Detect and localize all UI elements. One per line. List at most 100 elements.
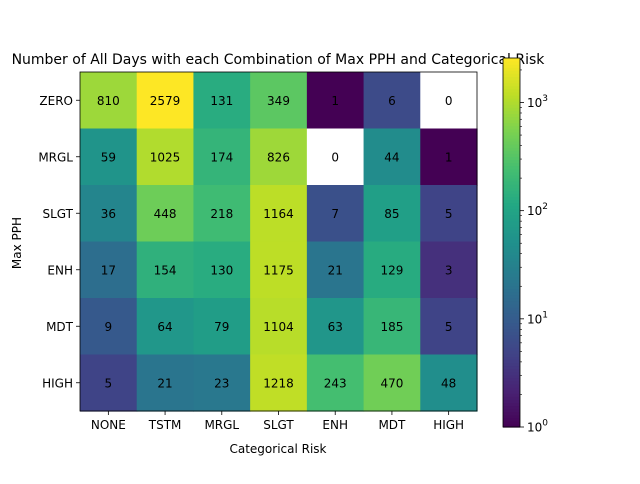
cell-value-label: 349 (267, 94, 290, 108)
x-axis-label: Categorical Risk (229, 442, 326, 456)
colorbar-segment (503, 193, 520, 197)
cell-value-label: 1164 (263, 207, 294, 221)
colorbar-segment (503, 107, 520, 111)
heatmap-cell (306, 354, 365, 412)
heatmap-cell (306, 185, 365, 243)
colorbar-segment (503, 61, 520, 65)
colorbar-segment (503, 236, 520, 241)
heatmap-cell (80, 72, 138, 130)
cell-value-label: 7 (331, 207, 339, 221)
colorbar-segment (503, 390, 520, 394)
cell-value-label: 1218 (263, 376, 294, 390)
colorbar-segment (503, 313, 520, 317)
heatmap-cell (80, 128, 138, 186)
colorbar-segment (503, 153, 520, 157)
colorbar-segment (503, 294, 520, 299)
heatmap-cell (306, 298, 365, 356)
colorbar-segment (503, 380, 520, 385)
cell-value-label: 5 (445, 320, 453, 334)
colorbar-segment (503, 116, 520, 121)
colorbar-tick-label: 101 (527, 310, 548, 326)
cell-value-label: 5 (445, 207, 453, 221)
heatmap-cell (80, 354, 138, 412)
colorbar-segment (503, 91, 520, 96)
heatmap-cell (136, 298, 195, 356)
y-tick-label: HIGH (42, 376, 73, 390)
colorbar-segment (503, 134, 520, 139)
heatmap-cell (193, 354, 251, 412)
cell-value-label: 0 (331, 150, 339, 164)
colorbar-segment (503, 233, 520, 237)
colorbar-segment (503, 362, 520, 367)
cell-value-label: 64 (157, 320, 172, 334)
colorbar-segment (503, 279, 520, 284)
colorbar-segment (503, 411, 520, 416)
colorbar-segment (503, 288, 520, 293)
colorbar-segment (503, 399, 520, 403)
colorbar-segment (503, 150, 520, 154)
colorbar-segment (503, 211, 520, 216)
cell-value-label: 810 (97, 94, 120, 108)
colorbar-segment (503, 276, 520, 280)
cell-value-label: 243 (324, 376, 347, 390)
y-tick-label: ZERO (39, 94, 73, 108)
colorbar-segment (503, 420, 520, 425)
heatmap-cell (306, 128, 365, 186)
colorbar-segment (503, 254, 520, 259)
heatmap-cell (250, 298, 308, 356)
colorbar-segment (503, 297, 520, 302)
colorbar-segment (503, 64, 520, 68)
heatmap-cell (420, 298, 478, 356)
cell-value-label: 21 (157, 376, 172, 390)
colorbar-segment (503, 396, 520, 400)
colorbar-segment (503, 245, 520, 250)
cell-value-label: 470 (380, 376, 403, 390)
colorbar-segment (503, 214, 520, 219)
cell-value-label: 448 (154, 207, 177, 221)
colorbar-segment (503, 267, 520, 271)
colorbar-segment (503, 356, 520, 360)
colorbar-segment (503, 343, 520, 348)
heatmap-cell (80, 298, 138, 356)
colorbar-segment (503, 79, 520, 84)
colorbar-segment (503, 141, 520, 145)
colorbar-segment (503, 377, 520, 382)
colorbar-segment (503, 190, 520, 194)
colorbar-segment (503, 110, 520, 114)
cell-value-label: 44 (384, 150, 399, 164)
colorbar-segment (503, 177, 520, 182)
colorbar-segment (503, 208, 520, 213)
colorbar-segment (503, 387, 520, 391)
heatmap-cells (80, 72, 478, 412)
colorbar-segment (503, 242, 520, 247)
x-tick-label: MDT (378, 418, 406, 432)
cell-value-label: 218 (210, 207, 233, 221)
heatmap-cell (363, 128, 421, 186)
cell-value-label: 17 (101, 263, 116, 277)
cell-value-label: 2579 (150, 94, 181, 108)
colorbar-segment (503, 199, 520, 204)
colorbar-segment (503, 174, 520, 179)
colorbar-tick-label: 102 (527, 202, 548, 218)
colorbar-segment (503, 168, 520, 173)
colorbar-segment (503, 405, 520, 410)
heatmap-cell (193, 241, 251, 299)
colorbar-segment (503, 97, 520, 102)
cell-value-label: 1 (445, 150, 453, 164)
colorbar-segment (503, 248, 520, 253)
colorbar-segment (503, 101, 520, 105)
heatmap-cell (363, 72, 421, 130)
colorbar-segment (503, 159, 520, 164)
colorbar-segment (503, 202, 520, 207)
colorbar-segment (503, 273, 520, 277)
colorbar-segment (503, 374, 520, 379)
cell-value-label: 9 (105, 320, 113, 334)
colorbar-segment (503, 67, 520, 71)
colorbar-segment (503, 122, 520, 127)
colorbar-segment (503, 156, 520, 161)
colorbar-segment (503, 181, 520, 185)
heatmap-cell (306, 241, 365, 299)
colorbar-segment (503, 230, 520, 234)
x-tick-label: TSTM (148, 418, 182, 432)
colorbar-segment (503, 353, 520, 357)
